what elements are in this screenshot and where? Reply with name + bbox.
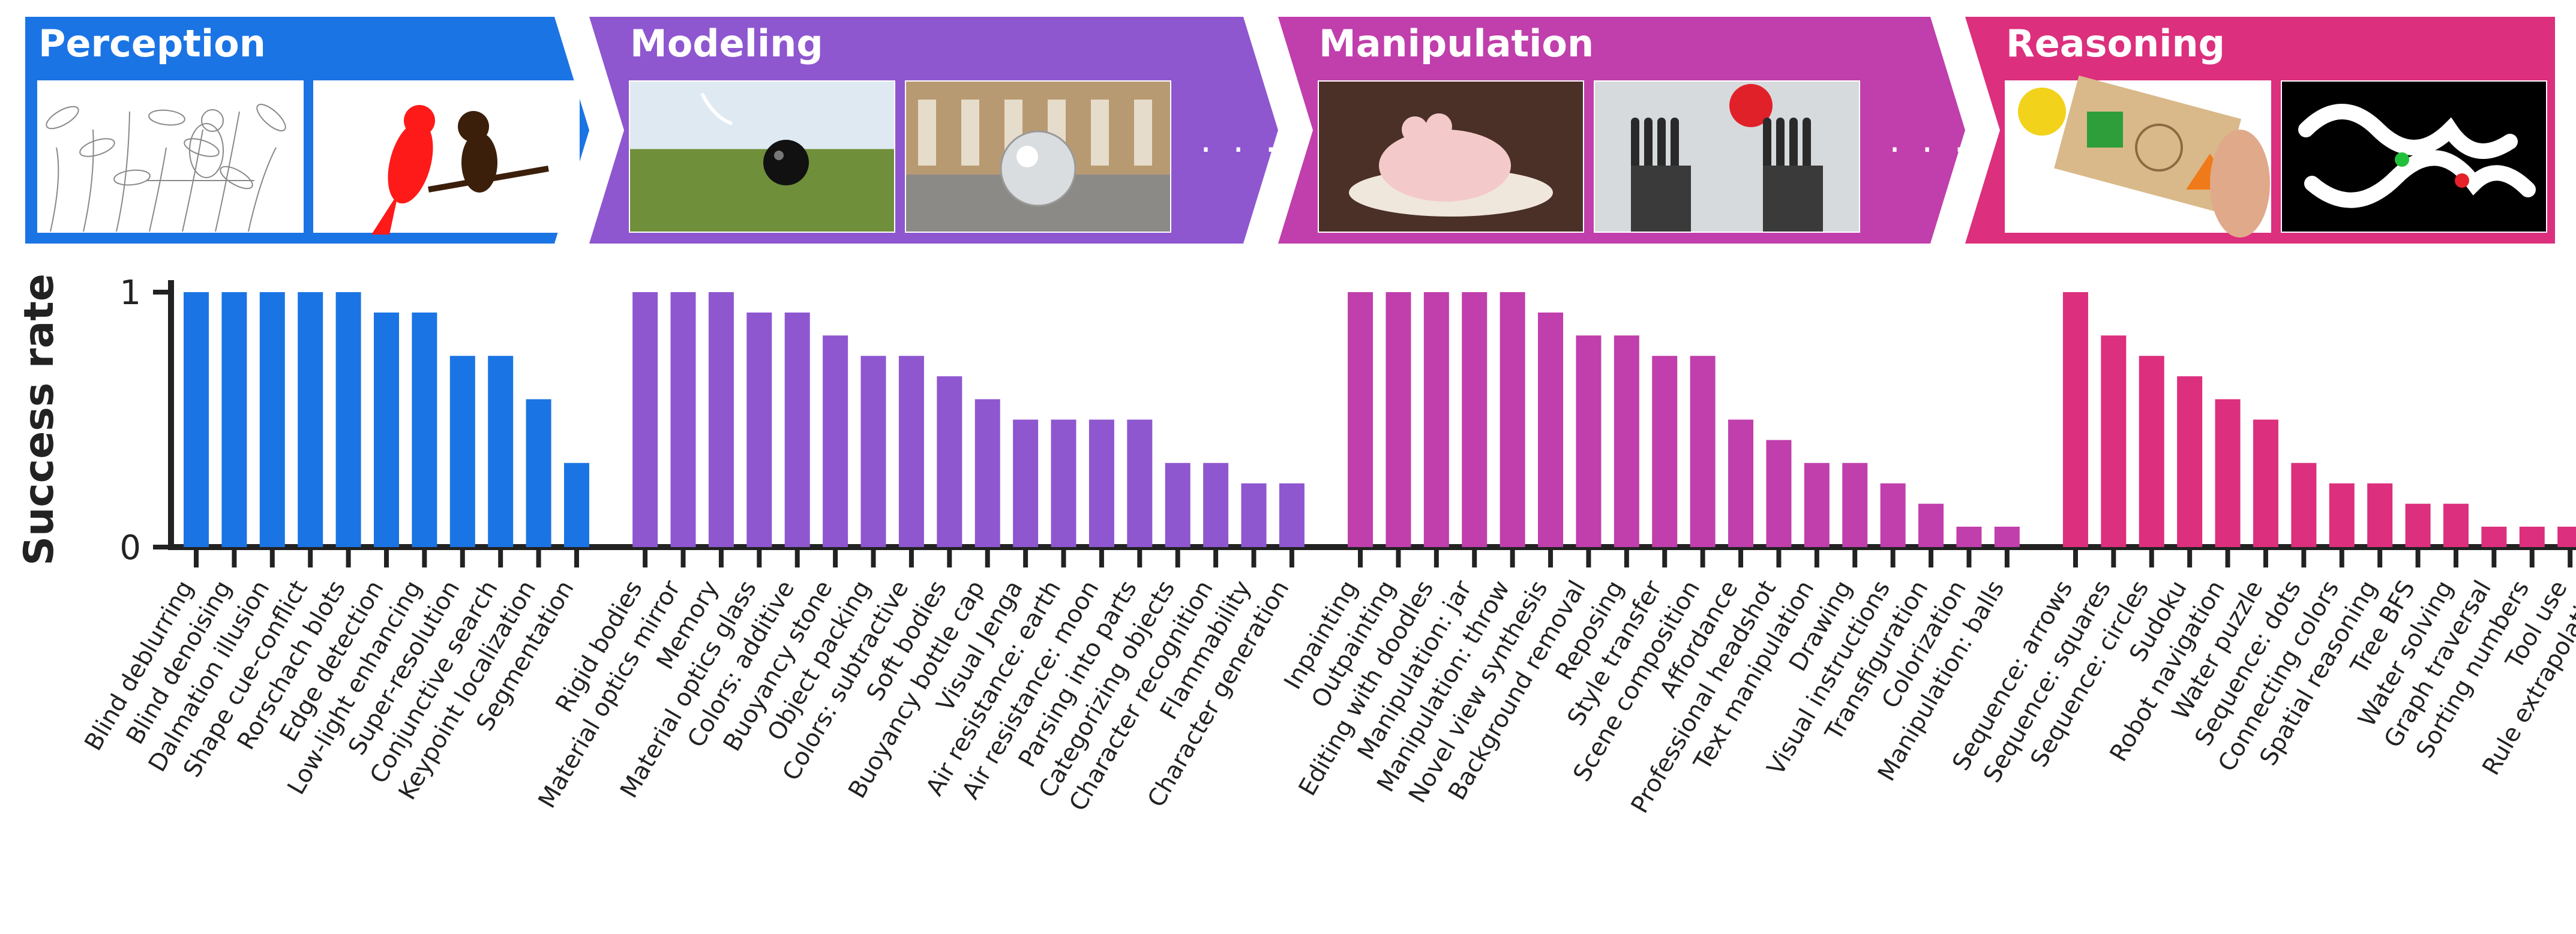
bar-modeling <box>1127 419 1153 547</box>
bar-modeling <box>708 292 734 547</box>
bar-manipulation <box>1804 463 1830 547</box>
bar-perception <box>374 313 399 547</box>
porcelain-mouse-on-plate-thumbnail <box>1318 80 1584 233</box>
bar-modeling <box>1241 483 1267 547</box>
y-tick-label: 0 <box>119 528 141 567</box>
parrot-line-drawing-thumbnail <box>37 80 304 233</box>
bar-reasoning <box>2367 483 2393 547</box>
bar-perception <box>184 292 209 547</box>
bar-modeling <box>1088 419 1114 547</box>
bar-manipulation <box>1576 335 1602 547</box>
bar-manipulation <box>1538 313 1564 547</box>
robot-hands-with-ball-thumbnail <box>1594 80 1860 233</box>
more-ellipsis: · · · <box>1200 129 1281 171</box>
banner-reasoning: Reasoning <box>1965 17 2555 244</box>
bar-manipulation <box>1652 356 1678 547</box>
bar-perception <box>564 463 589 547</box>
bar-manipulation <box>1956 527 1982 547</box>
bar-manipulation <box>1690 356 1716 547</box>
bar-reasoning <box>2062 292 2088 547</box>
maze-thumbnail <box>2281 80 2547 233</box>
shape-sorting-puzzle-thumbnail <box>2005 75 2271 238</box>
bar-reasoning <box>2291 463 2317 547</box>
bar-manipulation <box>1766 440 1792 547</box>
y-axis-label: Success rate <box>16 274 63 566</box>
banner-title: Reasoning <box>2006 22 2225 65</box>
banner-title: Perception <box>38 22 266 65</box>
bar-modeling <box>937 376 962 547</box>
bar-modeling <box>1279 483 1305 547</box>
category-banners: Perception Modeling · · · Manipulation · · ·… <box>25 17 2555 244</box>
bar-reasoning <box>2405 503 2431 547</box>
bar-perception <box>335 292 361 547</box>
bar-modeling <box>670 292 696 547</box>
bar-manipulation <box>1348 292 1374 547</box>
banner-modeling: Modeling · · · <box>589 17 1281 244</box>
bar-perception <box>298 292 323 547</box>
bar-reasoning <box>2139 356 2164 547</box>
bar-perception <box>526 399 551 547</box>
bar-modeling <box>784 313 810 547</box>
banner-title: Modeling <box>630 22 823 65</box>
bar-modeling <box>898 356 924 547</box>
bar-modeling <box>1165 463 1190 547</box>
bar-manipulation <box>1462 292 1488 547</box>
bar-reasoning <box>2557 527 2576 547</box>
bar-manipulation <box>1994 527 2020 547</box>
bars <box>184 292 2576 547</box>
bar-reasoning <box>2329 483 2355 547</box>
bar-manipulation <box>1423 292 1449 547</box>
bar-perception <box>488 356 514 547</box>
more-ellipsis: · · · <box>1889 129 1970 171</box>
mirror-sphere-in-hall-thumbnail <box>905 80 1171 233</box>
bar-modeling <box>823 335 848 547</box>
bar-manipulation <box>1500 292 1525 547</box>
bar-modeling <box>1013 419 1039 547</box>
bar-manipulation <box>1918 503 1944 547</box>
bar-modeling <box>632 292 658 547</box>
bar-reasoning <box>2253 419 2278 547</box>
red-parrot-and-monkey-segmentation-thumbnail <box>313 80 580 235</box>
bar-modeling <box>1203 463 1229 547</box>
bar-perception <box>412 313 437 547</box>
bar-manipulation <box>1880 483 1906 547</box>
bar-reasoning <box>2481 527 2507 547</box>
banner-manipulation: Manipulation · · · <box>1278 17 1970 244</box>
bar-reasoning <box>2519 527 2545 547</box>
bar-manipulation <box>1386 292 1411 547</box>
bar-modeling <box>974 399 1000 547</box>
bar-perception <box>449 356 475 547</box>
bar-perception <box>221 292 247 547</box>
bar-perception <box>259 292 285 547</box>
bar-modeling <box>1051 419 1076 547</box>
bar-reasoning <box>2443 503 2469 547</box>
black-ball-on-grass-thumbnail <box>629 80 895 233</box>
bar-reasoning <box>2215 399 2241 547</box>
bar-manipulation <box>1842 463 1868 547</box>
bar-modeling <box>746 313 772 547</box>
bar-modeling <box>860 356 886 547</box>
bar-reasoning <box>2101 335 2127 547</box>
y-tick-label: 1 <box>119 274 141 313</box>
banner-title: Manipulation <box>1319 22 1594 65</box>
banner-perception: Perception <box>25 17 589 244</box>
bar-manipulation <box>1728 419 1754 547</box>
bar-reasoning <box>2177 376 2203 547</box>
bar-manipulation <box>1614 335 1639 547</box>
